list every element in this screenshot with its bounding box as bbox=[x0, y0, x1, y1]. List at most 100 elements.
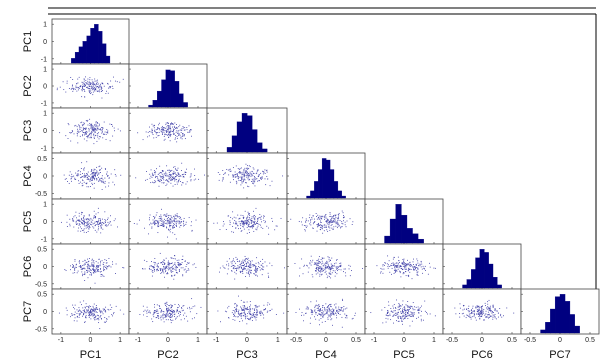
scatter-point bbox=[164, 267, 166, 269]
scatter-point bbox=[99, 165, 101, 167]
scatter-point bbox=[70, 132, 72, 134]
scatter-point bbox=[92, 266, 94, 267]
scatter-point bbox=[150, 222, 152, 224]
scatter-point bbox=[81, 96, 83, 98]
scatter-point bbox=[101, 132, 103, 134]
scatter-point bbox=[97, 267, 99, 269]
scatter-point bbox=[180, 264, 182, 266]
scatter-point bbox=[257, 314, 258, 316]
scatter-point bbox=[159, 224, 161, 226]
scatter-point bbox=[180, 224, 182, 226]
scatter-point bbox=[422, 319, 424, 321]
scatter-point bbox=[240, 230, 242, 232]
scatter-point bbox=[337, 222, 339, 224]
scatter-point bbox=[483, 312, 485, 314]
scatter-point bbox=[254, 265, 256, 267]
scatter-point bbox=[172, 177, 173, 178]
scatter-point bbox=[83, 300, 85, 302]
scatter-point bbox=[315, 273, 317, 275]
scatter-point bbox=[402, 315, 404, 317]
scatter-point bbox=[156, 309, 158, 311]
scatter-point bbox=[320, 220, 321, 222]
scatter-point bbox=[240, 272, 241, 274]
scatter-point bbox=[392, 315, 394, 317]
scatter-point bbox=[93, 260, 95, 261]
scatter-point bbox=[229, 168, 231, 170]
scatter-point bbox=[392, 307, 394, 309]
scatter-point bbox=[417, 306, 419, 308]
scatter-point bbox=[224, 173, 226, 174]
scatter-point bbox=[92, 83, 94, 85]
scatter-point bbox=[242, 320, 243, 322]
scatter-point bbox=[242, 217, 244, 219]
scatter-point bbox=[91, 132, 93, 133]
scatter-point bbox=[320, 216, 322, 217]
scatter-point bbox=[146, 316, 148, 317]
scatter-point bbox=[87, 86, 89, 88]
scatter-point bbox=[96, 318, 98, 320]
scatter-point bbox=[63, 174, 65, 176]
scatter-point bbox=[222, 265, 224, 267]
scatter-point bbox=[258, 263, 260, 265]
scatter-point bbox=[84, 274, 86, 276]
scatter-point bbox=[83, 311, 85, 313]
scatter-point bbox=[95, 271, 97, 273]
scatter-point bbox=[108, 177, 110, 179]
scatter-point bbox=[169, 218, 171, 220]
scatter-point bbox=[240, 176, 242, 178]
scatter-point bbox=[163, 130, 165, 132]
scatter-point bbox=[90, 127, 92, 129]
scatter-point bbox=[299, 267, 301, 269]
scatter-point bbox=[152, 125, 154, 127]
scatter-point bbox=[105, 186, 107, 188]
scatter-point bbox=[235, 310, 237, 312]
scatter-point bbox=[424, 268, 425, 270]
scatter-point bbox=[244, 255, 246, 257]
scatter-point bbox=[329, 213, 331, 215]
scatter-point bbox=[402, 311, 404, 313]
scatter-point bbox=[177, 267, 179, 269]
scatter-point bbox=[434, 267, 436, 269]
scatter-point bbox=[309, 223, 311, 225]
scatter-point bbox=[429, 313, 431, 315]
scatter-point bbox=[151, 172, 153, 174]
scatter-point bbox=[93, 176, 95, 178]
scatter-point bbox=[241, 262, 243, 264]
scatter-point bbox=[245, 169, 247, 171]
scatter-point bbox=[161, 125, 163, 127]
scatter-point bbox=[324, 310, 326, 312]
scatter-point bbox=[74, 267, 76, 269]
scatter-point bbox=[249, 226, 251, 228]
scatter-point bbox=[100, 273, 102, 275]
scatter-point bbox=[235, 217, 237, 219]
scatter-point bbox=[85, 175, 87, 177]
scatter-point bbox=[392, 311, 394, 313]
scatter-point bbox=[116, 226, 118, 228]
scatter-point bbox=[77, 175, 79, 177]
scatter-point bbox=[83, 169, 85, 171]
scatter-point bbox=[65, 270, 67, 272]
scatter-point bbox=[98, 180, 100, 182]
scatter-point bbox=[326, 311, 328, 313]
scatter-point bbox=[71, 177, 73, 179]
scatter-point bbox=[70, 265, 71, 267]
scatter-point bbox=[487, 316, 489, 318]
scatter-point bbox=[481, 308, 483, 309]
scatter-point bbox=[251, 178, 253, 180]
scatter-point bbox=[245, 258, 246, 260]
scatter-point bbox=[75, 85, 77, 87]
scatter-point bbox=[184, 260, 186, 262]
scatter-point bbox=[413, 313, 415, 315]
scatter-point bbox=[413, 264, 415, 265]
scatter-point bbox=[78, 125, 80, 127]
scatter-point bbox=[81, 86, 83, 88]
scatter-point bbox=[160, 310, 162, 312]
scatter-point bbox=[257, 169, 258, 171]
scatter-point bbox=[82, 220, 84, 222]
scatter-point bbox=[167, 265, 169, 267]
scatter-point bbox=[402, 311, 403, 313]
scatter-point bbox=[170, 174, 172, 176]
scatter-point bbox=[97, 87, 99, 89]
scatter-point bbox=[332, 266, 334, 267]
scatter-point bbox=[400, 313, 402, 315]
